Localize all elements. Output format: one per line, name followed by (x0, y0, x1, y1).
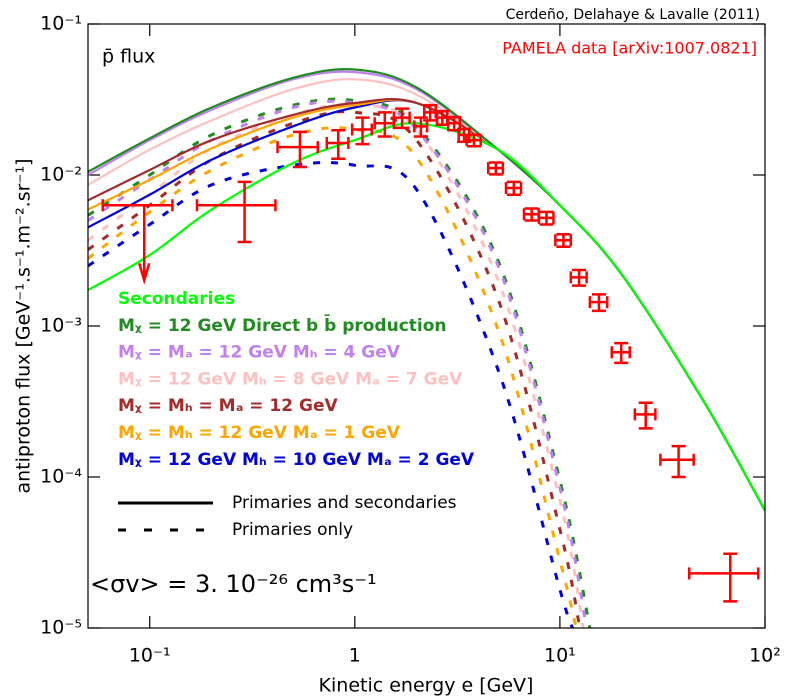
x-tick-label: 10¹ (544, 645, 576, 667)
data-point (422, 103, 438, 122)
legend-entry: Secondaries (118, 289, 235, 309)
legend-entry: Mᵪ = Mₕ = Mₐ = 12 GeV (118, 396, 338, 416)
data-point (687, 552, 760, 603)
y-axis-label: antiproton flux [GeV⁻¹.s⁻¹.m⁻².sr⁻¹] (13, 159, 35, 494)
data-point (554, 233, 573, 248)
data-point (610, 341, 631, 365)
y-tick-label: 10⁻² (40, 164, 82, 186)
dashed-line (88, 110, 582, 628)
legend-style-label: Primaries only (232, 520, 353, 540)
data-point (633, 401, 657, 430)
x-tick-label: 1 (349, 645, 361, 667)
x-tick-label: 10⁻¹ (129, 645, 171, 667)
legend-entry: Mᵪ = 12 GeV Mₕ = 8 GeV Mₐ = 7 GeV (118, 369, 463, 389)
inset-title: p̄ flux (102, 46, 155, 68)
data-point (392, 107, 411, 130)
y-tick-label: 10⁻¹ (40, 13, 82, 35)
legend-entry: Mᵪ = Mₐ = 12 GeV Mₕ = 4 GeV (118, 343, 401, 363)
data-point (504, 180, 523, 196)
y-tick-label: 10⁻³ (40, 315, 82, 337)
data-point (486, 161, 505, 176)
y-tick-label: 10⁻⁵ (40, 617, 82, 639)
legend-entry: Mᵪ = Mₕ = 12 GeV Mₐ = 1 GeV (118, 423, 401, 443)
line (88, 122, 765, 512)
x-tick-label: 10² (749, 645, 781, 667)
data-point (195, 180, 277, 244)
plot-frame (87, 23, 766, 629)
data-point (465, 133, 482, 148)
annotation: <σv> = 3. 10⁻²⁶ cm³s⁻¹ (90, 570, 377, 598)
data-point (569, 268, 588, 287)
data-point (325, 128, 350, 161)
dashed-line (88, 126, 578, 628)
legend-entry: Mᵪ = 12 GeV Mₕ = 10 GeV Mₐ = 2 GeV (118, 450, 475, 470)
upper-limit (101, 199, 174, 285)
legend-entry: Mᵪ = 12 GeV Direct b b̄ production (118, 314, 447, 336)
data-point (659, 444, 695, 479)
x-axis-label: Kinetic energy e [GeV] (319, 675, 534, 697)
y-tick-label: 10⁻⁴ (40, 466, 82, 488)
credit: Cerdeño, Delahaye & Lavalle (2011) (506, 7, 760, 23)
data-point (276, 130, 320, 169)
data-point (413, 116, 429, 138)
data-label: PAMELA data [arXiv:1007.0821] (502, 39, 757, 58)
legend-style-label: Primaries and secondaries (232, 493, 457, 513)
dashed-line (88, 99, 589, 628)
data-point (446, 115, 462, 132)
dashed-line (88, 161, 574, 628)
data-point (588, 293, 609, 313)
data-point (350, 116, 374, 146)
data-point (537, 210, 555, 226)
